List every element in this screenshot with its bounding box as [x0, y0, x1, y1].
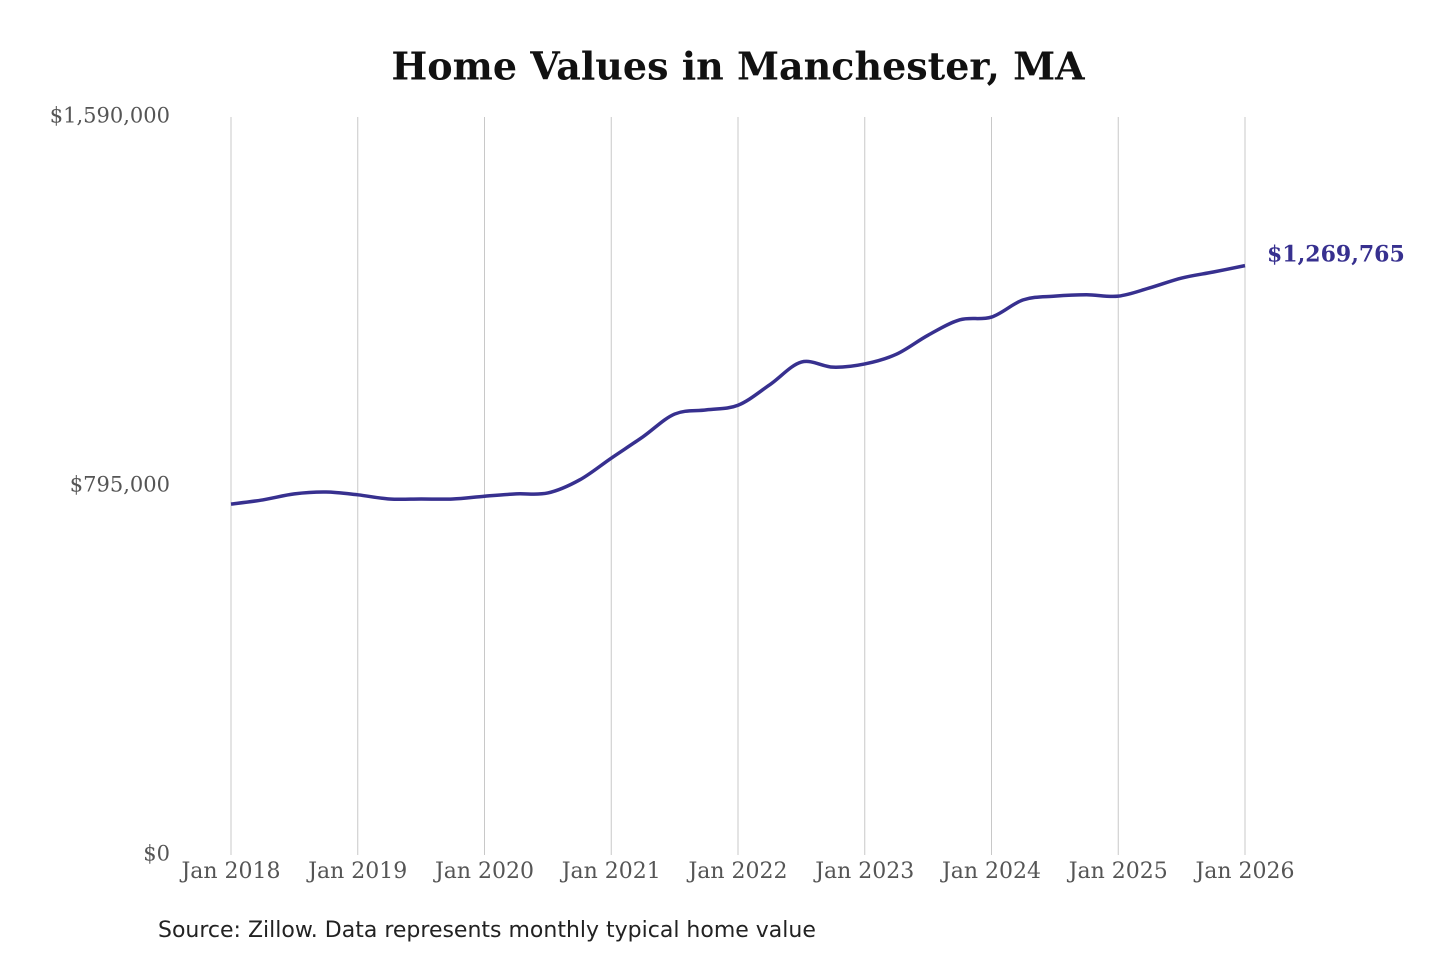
- y-tick-label: $1,590,000: [50, 104, 170, 128]
- x-tick-label: Jan 2018: [179, 859, 280, 884]
- y-tick-label: $0: [143, 842, 170, 866]
- x-tick-label: Jan 2024: [940, 859, 1041, 884]
- x-tick-label: Jan 2021: [560, 859, 661, 884]
- x-tick-label: Jan 2022: [686, 859, 787, 884]
- chart-title: Home Values in Manchester, MA: [391, 44, 1085, 89]
- y-tick-label: $795,000: [70, 473, 170, 497]
- x-tick-label: Jan 2025: [1067, 859, 1168, 884]
- x-tick-label: Jan 2023: [813, 859, 914, 884]
- x-tick-label: Jan 2020: [433, 859, 534, 884]
- series-line: [230, 263, 1246, 506]
- source-note: Source: Zillow. Data represents monthly …: [158, 918, 816, 943]
- value-label: $1,269,765: [1267, 242, 1405, 268]
- x-tick-label: Jan 2019: [306, 859, 407, 884]
- x-tick-label: Jan 2026: [1193, 859, 1294, 884]
